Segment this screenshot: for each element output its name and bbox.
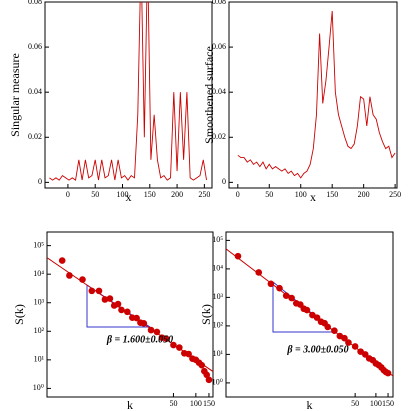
data-point [66,272,73,279]
data-point [361,351,369,358]
data-point [114,300,122,308]
data-point [205,376,213,384]
x-tick-label: 100 [295,190,307,199]
y-tick-label: 10¹ [34,355,45,364]
y-axis-label: S(k) [12,304,26,325]
x-tick-label: 0 [236,190,240,199]
x-tick-label: 150 [326,190,338,199]
x-tick-label: 50 [351,399,359,408]
data-point [282,292,290,299]
annotation: β = 1.600±0.050 [106,334,173,345]
y-tick-label: 10² [34,326,45,335]
y-axis-label: S(k) [199,304,213,325]
plot-area [237,10,396,179]
data-point [185,350,192,358]
y-axis-label: Smoothened surface [202,46,216,144]
data-point [153,328,161,336]
data-point [162,335,170,343]
data-point [58,257,66,264]
slope-triangle [272,282,335,333]
y-tick-label: 0.02 [212,132,226,141]
data-point [88,287,96,295]
data-point [176,344,183,351]
y-tick-label: 10⁴ [33,269,44,278]
data-point [351,343,359,350]
data-point [276,284,283,292]
data-point [203,371,211,379]
y-tick-label: 10⁵ [33,240,44,249]
x-tick-label: 250 [198,190,210,199]
data-point [345,339,352,346]
y-tick-label: 0.06 [212,42,226,51]
x-tick-label: 50 [265,190,273,199]
data-point [170,341,177,349]
data-point [95,287,103,295]
y-tick-label: 10⁰ [212,378,223,387]
y-tick-label: 10⁴ [212,264,223,273]
annotation: β = 3.00±0.050 [286,344,348,355]
slope-triangle [86,285,150,328]
x-tick-label: 0 [66,190,70,199]
plot-area [47,257,213,384]
x-tick-label: 150 [382,399,394,408]
plot-area [49,2,207,181]
plot-frame [44,1,213,189]
data-point [147,326,155,334]
data-point [133,314,140,322]
y-axis-label: Singular measure [8,53,22,137]
plot-frame [225,231,394,398]
y-tick-label: 10⁰ [33,383,44,392]
y-tick-label: 0.08 [212,0,226,6]
data-point [234,252,242,260]
data-point [303,306,311,314]
data-point [101,296,109,303]
data-point [384,369,392,377]
plot-frame [46,231,214,398]
y-tick-label: 0.06 [28,42,42,51]
y-tick-label: 10⁵ [212,235,223,244]
y-tick-label: 10² [213,321,224,330]
data-point [198,361,206,369]
data-point [106,295,114,302]
x-tick-label: 50 [91,190,99,199]
x-axis-label: x [126,190,132,204]
y-tick-label: 0 [38,177,42,186]
y-tick-label: 0.04 [212,87,226,96]
x-tick-label: 250 [389,190,401,199]
y-tick-label: 0.02 [28,132,42,141]
data-point [341,334,348,342]
x-tick-label: 100 [190,399,202,408]
data-line [49,2,207,181]
data-point [118,306,125,314]
data-point [267,280,275,288]
x-tick-label: 200 [358,190,370,199]
data-point [140,320,148,327]
y-tick-label: 10¹ [213,349,224,358]
x-tick-label: 100 [370,399,382,408]
x-tick-label: 100 [116,190,128,199]
x-tick-label: 150 [144,190,156,199]
x-axis-label: k [307,398,313,411]
data-point [255,269,263,276]
data-point [331,327,338,334]
plot-frame [228,1,398,189]
data-point [79,276,86,283]
data-point [124,308,131,316]
x-tick-label: 50 [169,399,177,408]
y-tick-label: 0 [222,177,226,186]
y-tick-label: 0.04 [28,87,42,96]
x-tick-label: 200 [171,190,183,199]
x-axis-label: k [127,398,133,411]
data-line [237,10,396,179]
y-tick-label: 10³ [34,298,45,307]
data-point [313,314,321,321]
y-tick-label: 10³ [213,292,224,301]
data-point [288,294,295,302]
x-axis-label: x [310,190,316,204]
data-point [324,323,332,331]
x-tick-label: 150 [203,399,215,408]
y-tick-label: 0.08 [28,0,42,6]
plot-area [226,248,393,377]
